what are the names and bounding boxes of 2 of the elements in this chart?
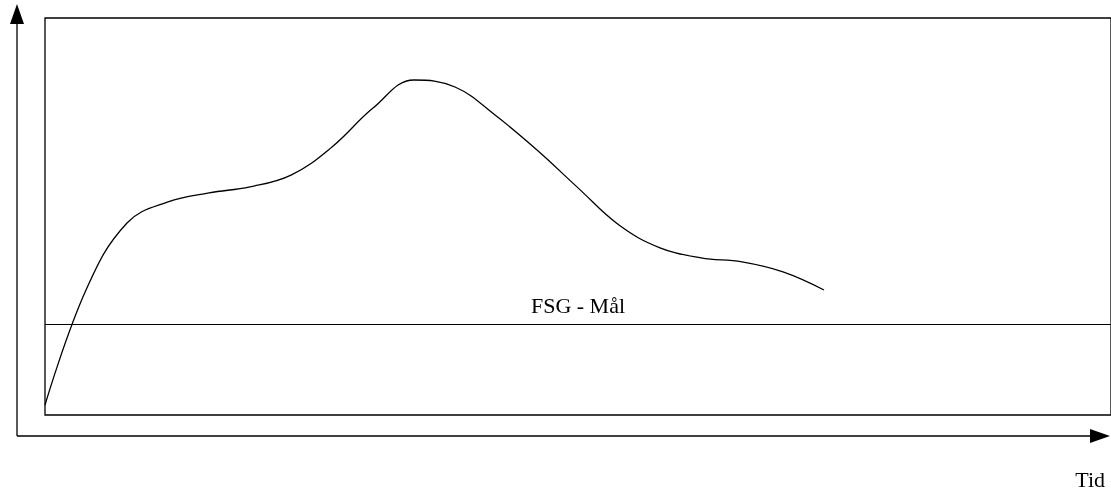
- ref-line-label: FSG - Mål: [530, 293, 626, 319]
- x-axis-title: Tid: [1075, 466, 1105, 492]
